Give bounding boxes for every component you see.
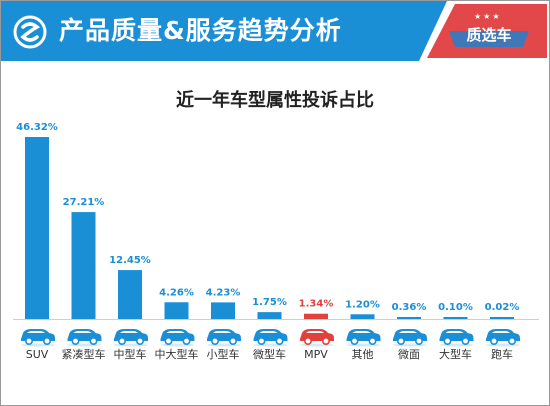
category-label-4: 小型车 [207,347,240,361]
category-label-8: 微面 [398,347,420,361]
bar-8 [397,317,421,319]
data-label-2: 12.45% [109,255,151,266]
data-label-10: 0.02% [485,302,520,313]
category-label-0: SUV [26,348,49,361]
pickup-car-icon [346,329,381,347]
bar-4 [211,302,235,319]
badge-stars-icon: ★★★ [474,12,502,21]
data-label-7: 1.20% [345,299,380,310]
sedan-car-icon [114,329,148,347]
data-label-9: 0.10% [438,302,473,313]
suv-car-icon [21,329,55,347]
category-label-2: 中型车 [114,347,147,361]
mpv-car-icon [300,329,334,347]
mini-car-icon [253,329,288,347]
data-label-8: 0.36% [392,302,427,313]
data-label-4: 4.23% [206,287,241,298]
data-label-3: 4.26% [159,287,194,298]
bar-3 [164,302,189,319]
sedan-car-icon [67,329,102,347]
sports-car-icon [486,329,520,347]
chart-title: 近一年车型属性投诉占比 [176,90,374,111]
category-label-3: 中大型车 [155,347,199,361]
sedan-car-icon [160,329,195,347]
bar-0 [25,137,49,319]
category-label-1: 紧凑型车 [62,347,106,361]
data-label-1: 27.21% [63,197,105,208]
bar-10 [490,317,514,319]
data-label-6: 1.34% [299,299,334,310]
swirl-logo-icon [13,15,47,49]
category-label-7: 其他 [352,348,374,361]
bar-9 [443,317,468,319]
bar-7 [350,314,375,319]
bar-2 [118,270,142,319]
header-bar: 产品质量&服务趋势分析 ★★★ 质选车 [1,1,549,61]
sedan-car-icon [439,329,474,347]
badge-label: 质选车 [466,26,512,44]
bar-5 [257,312,282,319]
category-label-6: MPV [304,348,328,361]
category-label-10: 跑车 [491,347,513,361]
data-label-0: 46.32% [16,122,58,133]
category-label-5: 微型车 [253,347,286,361]
bar-6 [304,313,328,319]
data-label-5: 1.75% [252,297,287,308]
hatchback-car-icon [207,329,241,347]
bar-1 [71,212,96,319]
van-car-icon [393,329,427,347]
category-label-9: 大型车 [439,347,472,361]
badge-background [419,1,549,61]
header-title: 产品质量&服务趋势分析 [59,16,342,45]
